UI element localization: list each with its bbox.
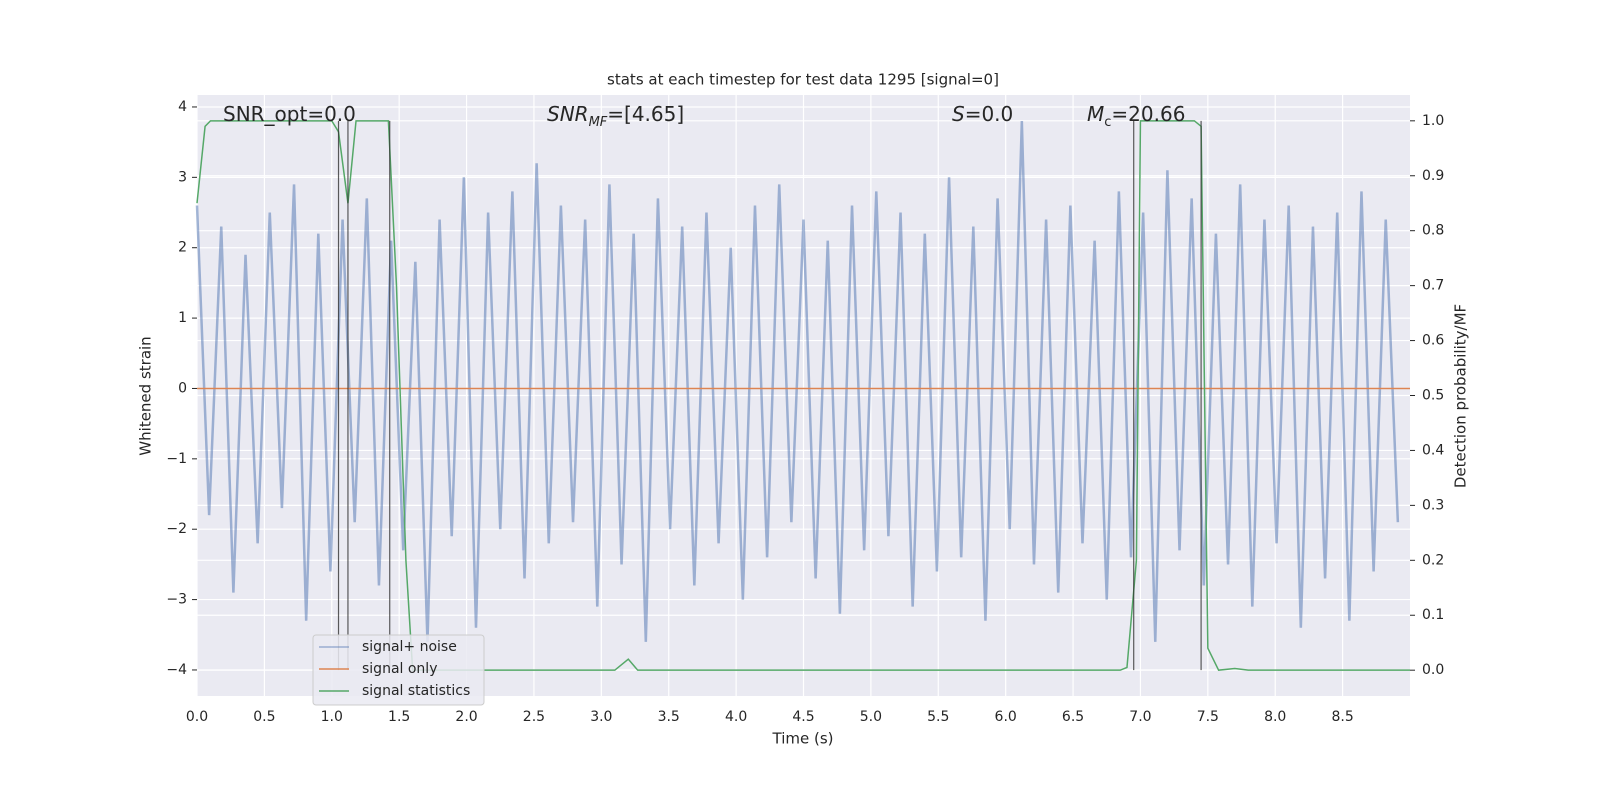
y2-tick-label: 0.1	[1422, 607, 1444, 623]
y2-tick-label: 0.4	[1422, 442, 1444, 458]
x-tick-label: 8.0	[1264, 709, 1286, 725]
x-tick-label: 0.5	[253, 709, 275, 725]
x-tick-label: 4.0	[725, 709, 747, 725]
annotation: SNRMF=[4.65]	[547, 102, 684, 130]
y-axis-label: Whitened strain	[137, 336, 155, 455]
y2-tick-label: 1.0	[1422, 113, 1444, 129]
annotation: S=0.0	[952, 102, 1013, 126]
chart-title: stats at each timestep for test data 129…	[607, 71, 999, 89]
y-tick-label: −4	[166, 662, 187, 678]
y2-tick-label: 0.0	[1422, 662, 1444, 678]
annotation: SNR_opt=0.0	[223, 102, 356, 126]
y2-tick-label: 0.7	[1422, 278, 1444, 294]
legend-label: signal statistics	[362, 683, 470, 699]
y-tick-label: −2	[166, 521, 187, 537]
y2-tick-label: 0.2	[1422, 552, 1444, 568]
y2-tick-label: 0.6	[1422, 333, 1444, 349]
x-tick-label: 0.0	[186, 709, 208, 725]
x-tick-label: 6.0	[995, 709, 1017, 725]
series-line	[196, 120, 1410, 671]
y-tick-label: 2	[178, 240, 187, 256]
x-tick-label: 2.5	[523, 709, 545, 725]
x-tick-label: 1.0	[321, 709, 343, 725]
y-tick-label: 4	[178, 99, 187, 115]
x-axis-label: Time (s)	[772, 730, 834, 748]
x-tick-label: 6.5	[1062, 709, 1084, 725]
x-tick-label: 4.5	[792, 709, 814, 725]
y2-tick-label: 0.3	[1422, 497, 1444, 513]
x-tick-label: 7.0	[1129, 709, 1151, 725]
series-line	[195, 121, 1400, 642]
legend-label: signal+ noise	[362, 639, 457, 655]
x-tick-label: 5.5	[927, 709, 949, 725]
legend-label: signal only	[362, 661, 437, 677]
y-tick-label: −1	[166, 451, 187, 467]
x-tick-label: 3.0	[590, 709, 612, 725]
y-tick-label: 1	[178, 310, 187, 326]
y2-axis-label: Detection probability/MF	[1452, 304, 1470, 488]
y2-tick-label: 0.8	[1422, 223, 1444, 239]
x-tick-label: 7.5	[1197, 709, 1219, 725]
y2-tick-label: 0.9	[1422, 168, 1444, 184]
x-tick-label: 5.0	[860, 709, 882, 725]
x-tick-label: 3.5	[658, 709, 680, 725]
y-tick-label: 0	[178, 380, 187, 396]
x-tick-label: 1.5	[388, 709, 410, 725]
legend-box	[312, 634, 485, 706]
y-tick-label: 3	[178, 169, 187, 185]
y2-tick-label: 0.5	[1422, 388, 1444, 404]
x-tick-label: 2.0	[455, 709, 477, 725]
annotation: Mc=20.66	[1087, 102, 1185, 130]
x-tick-label: 8.5	[1331, 709, 1353, 725]
y-tick-label: −3	[166, 592, 187, 608]
